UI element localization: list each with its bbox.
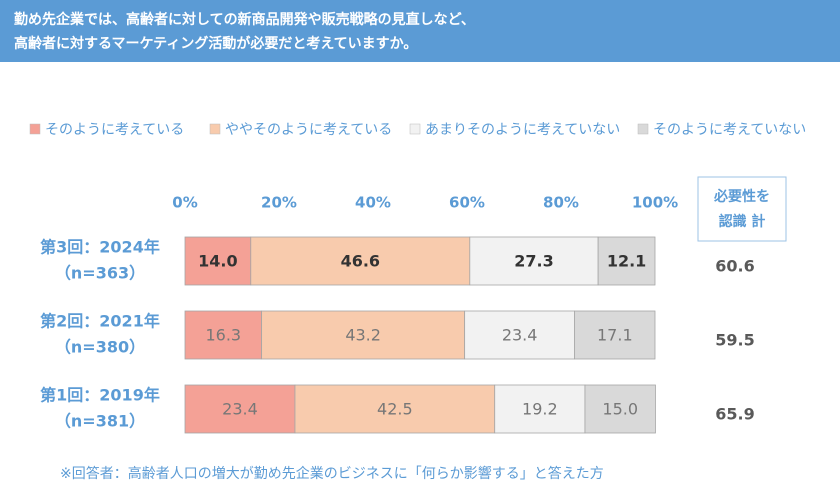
category-label: 第1回：2019年 [40,386,160,405]
category-label: 第3回：2024年 [40,238,160,257]
bar-segment [469,236,599,286]
legend-swatch [29,123,41,135]
data-label: 12.1 [607,252,646,271]
chart-title: 高齢者に対するマーケティング活動が必要だと考えていますか。 [14,35,417,52]
bar-segment [597,236,656,286]
data-label: 43.2 [345,326,381,345]
bar-segment [464,310,576,360]
bar-segment [261,310,466,360]
bar-segment [184,310,263,360]
totals-header: 必要性を [713,188,770,205]
totals-header-box [697,176,787,242]
title-banner [0,0,840,62]
x-tick-label: 60% [449,194,485,212]
x-tick-label: 100% [632,194,678,212]
x-tick-label: 80% [543,194,579,212]
total-label: 60.6 [715,257,754,276]
category-label: （n=381） [55,412,145,431]
bar-segment [574,310,656,360]
data-label: 15.0 [602,400,638,419]
legend-label: そのように考えている [45,122,184,138]
category-label: （n=363） [55,264,145,283]
legend-swatch [637,123,649,135]
bar-segment [584,384,656,434]
x-tick-label: 40% [355,194,391,212]
chart-title: 勤め先企業では、高齢者に対しての新商品開発や販売戦略の見直しなど、 [14,11,475,28]
category-label: 第2回：2021年 [40,312,160,331]
data-label: 17.1 [597,326,633,345]
x-tick-label: 20% [261,194,297,212]
legend-swatch [409,123,421,135]
data-label: 19.2 [522,400,558,419]
data-label: 23.4 [222,400,258,419]
legend-label: ややそのように考えている [225,122,392,138]
data-label: 23.4 [502,326,538,345]
legend-label: そのように考えていない [653,122,806,138]
data-label: 16.3 [205,326,241,345]
bar-segment [184,236,252,286]
data-label: 42.5 [377,400,413,419]
legend-swatch [209,123,221,135]
data-label: 27.3 [514,252,553,271]
data-label: 14.0 [198,252,237,271]
bar-segment [184,384,296,434]
bar-segment [250,236,471,286]
bar-segment [294,384,496,434]
total-label: 59.5 [715,331,754,350]
totals-header: 認識 計 [719,213,766,230]
x-tick-label: 0% [172,194,197,212]
total-label: 65.9 [715,405,754,424]
note: ※回答者：高齢者人口の増大が勤め先企業のビジネスに「何らか影響する」と答えた方 [60,465,604,482]
category-label: （n=380） [55,338,145,357]
legend-label: あまりそのように考えていない [425,122,620,138]
data-label: 46.6 [341,252,380,271]
